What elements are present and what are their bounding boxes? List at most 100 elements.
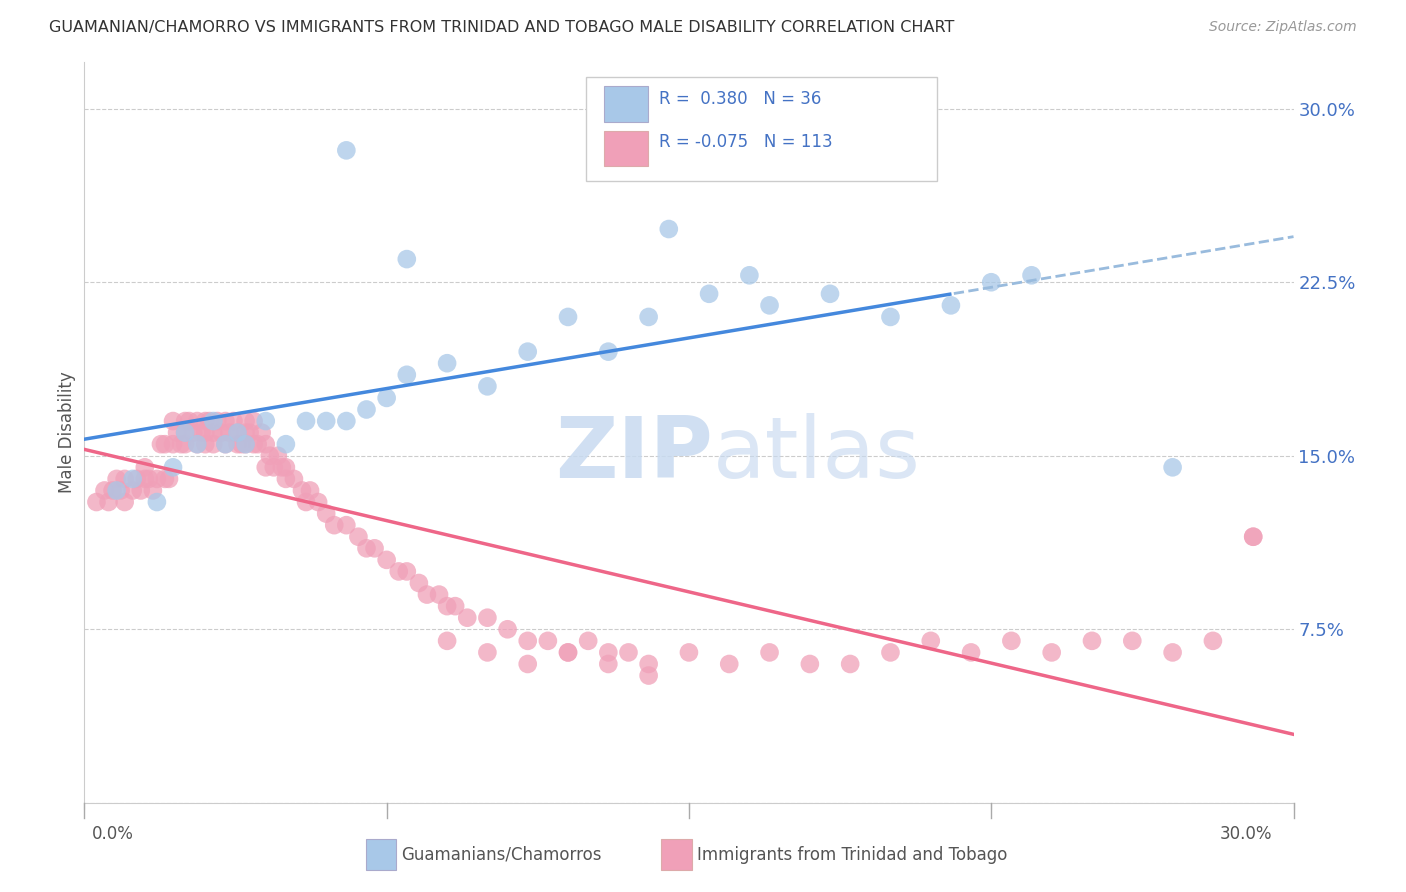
Point — [263, 460, 285, 475]
Point — [114, 495, 136, 509]
Point — [436, 633, 458, 648]
Point — [416, 588, 439, 602]
Point — [179, 414, 201, 428]
Point — [142, 483, 165, 498]
Point — [456, 610, 478, 624]
Point — [598, 657, 620, 671]
Point — [194, 425, 217, 440]
Point — [335, 144, 357, 158]
Point — [477, 610, 499, 624]
Point — [207, 414, 229, 428]
Point — [153, 472, 176, 486]
Point — [146, 472, 169, 486]
Point — [408, 576, 430, 591]
Point — [718, 657, 741, 671]
Text: ZIP: ZIP — [555, 413, 713, 496]
Text: 30.0%: 30.0% — [1220, 825, 1272, 843]
Point — [162, 437, 184, 451]
Point — [839, 657, 862, 671]
Point — [259, 449, 281, 463]
Point — [637, 310, 659, 324]
Point — [198, 414, 221, 428]
Point — [246, 437, 269, 451]
Point — [125, 472, 148, 486]
Point — [138, 472, 160, 486]
Point — [738, 268, 761, 283]
Point — [436, 599, 458, 614]
Point — [375, 391, 398, 405]
Point — [395, 252, 418, 266]
Point — [214, 437, 236, 451]
Text: Immigrants from Trinidad and Tobago: Immigrants from Trinidad and Tobago — [697, 846, 1008, 863]
Point — [202, 437, 225, 451]
Point — [388, 565, 411, 579]
Point — [758, 645, 780, 659]
Point — [110, 483, 132, 498]
Point — [231, 437, 253, 451]
Point — [980, 275, 1002, 289]
Point — [496, 622, 519, 636]
Point — [598, 344, 620, 359]
Point — [283, 472, 305, 486]
Point — [214, 437, 236, 451]
Point — [254, 460, 277, 475]
Point — [347, 530, 370, 544]
Point — [186, 414, 208, 428]
Point — [235, 414, 257, 428]
Point — [254, 437, 277, 451]
Point — [939, 298, 962, 312]
Point — [516, 657, 538, 671]
Point — [235, 437, 257, 451]
Point — [86, 495, 108, 509]
Point — [174, 437, 197, 451]
Text: Guamanians/Chamorros: Guamanians/Chamorros — [401, 846, 602, 863]
Point — [134, 460, 156, 475]
Point — [920, 633, 942, 648]
Point — [678, 645, 700, 659]
Point — [242, 414, 264, 428]
Point — [166, 425, 188, 440]
Point — [477, 379, 499, 393]
Point — [194, 437, 217, 451]
Point — [274, 460, 297, 475]
Point — [105, 472, 128, 486]
Point — [149, 437, 172, 451]
Point — [242, 437, 264, 451]
Point — [162, 460, 184, 475]
Point — [181, 425, 204, 440]
Point — [222, 414, 245, 428]
Point — [274, 472, 297, 486]
FancyBboxPatch shape — [605, 87, 648, 121]
Point — [174, 414, 197, 428]
Point — [335, 414, 357, 428]
Point — [226, 437, 249, 451]
Point — [315, 507, 337, 521]
Point — [598, 645, 620, 659]
Text: R = -0.075   N = 113: R = -0.075 N = 113 — [659, 133, 832, 151]
Point — [637, 657, 659, 671]
Point — [315, 414, 337, 428]
Text: 0.0%: 0.0% — [91, 825, 134, 843]
Point — [436, 356, 458, 370]
Text: R =  0.380   N = 36: R = 0.380 N = 36 — [659, 90, 821, 108]
Point — [105, 483, 128, 498]
Point — [226, 425, 249, 440]
Point — [162, 414, 184, 428]
Point — [153, 437, 176, 451]
Point — [516, 344, 538, 359]
Point — [174, 425, 197, 440]
Point — [1081, 633, 1104, 648]
Point — [250, 425, 273, 440]
Text: atlas: atlas — [713, 413, 921, 496]
Point — [1241, 530, 1264, 544]
Point — [121, 472, 143, 486]
Point — [209, 425, 232, 440]
Point — [1021, 268, 1043, 283]
Point — [799, 657, 821, 671]
Point — [114, 472, 136, 486]
Point — [576, 633, 599, 648]
Point — [267, 449, 290, 463]
Point — [194, 414, 217, 428]
Point — [557, 645, 579, 659]
Point — [537, 633, 560, 648]
